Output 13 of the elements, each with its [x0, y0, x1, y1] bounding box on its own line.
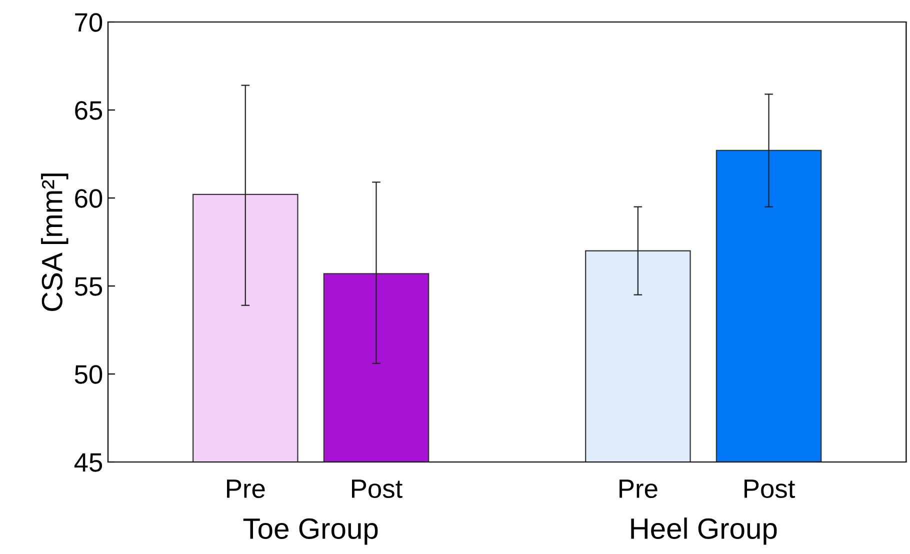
x-tick-label: Post: [744, 480, 795, 498]
y-tick-label: 50: [74, 365, 102, 384]
text: Heel Group: [631, 518, 777, 545]
y-tick-label: 65: [75, 101, 102, 120]
x-tick-label: Pre: [620, 480, 658, 498]
x-tick-label: Post: [352, 480, 402, 498]
y-tick-label: 55: [74, 277, 102, 296]
y-axis-title: CSA [mm²]: [41, 174, 68, 312]
y-tick-label: 45: [74, 453, 102, 472]
text: Toe Group: [243, 518, 378, 545]
x-tick-label: Pre: [227, 480, 265, 498]
y-tick-label: 70: [75, 13, 102, 32]
y-tick-label: 60: [75, 189, 102, 208]
